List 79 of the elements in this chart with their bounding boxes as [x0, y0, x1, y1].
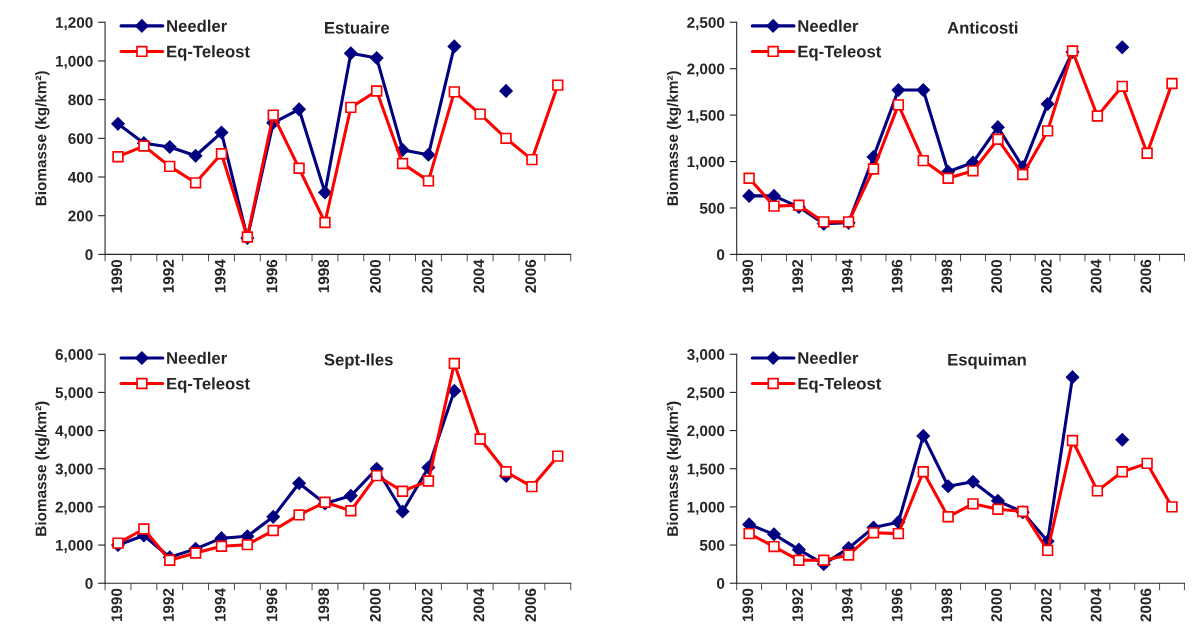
- chart-title: Estuaire: [325, 21, 390, 34]
- x-tick-label: 1996: [266, 588, 278, 622]
- y-tick-label: 1,000: [56, 55, 93, 69]
- y-tick-label: 400: [68, 171, 93, 183]
- x-tick-label: 2004: [473, 259, 485, 293]
- x-tick-label: 2004: [1090, 588, 1102, 622]
- x-tick-label: 1994: [214, 259, 226, 293]
- legend-label: Needler: [167, 351, 227, 364]
- legend-label: Needler: [798, 19, 859, 32]
- y-tick-label: 0: [717, 249, 725, 261]
- x-tick-label: 2002: [421, 259, 433, 293]
- x-tick-label: 1996: [266, 259, 278, 293]
- y-tick-label: 3,000: [55, 463, 93, 477]
- y-axis-title: Biomasse (kg/km²): [666, 401, 682, 536]
- x-tick-label: 1994: [214, 588, 226, 622]
- x-tick-label: 1992: [792, 259, 803, 293]
- x-tick-label: 2000: [369, 588, 381, 622]
- x-tick-label: 1994: [841, 259, 853, 293]
- x-tick-label: 1990: [111, 588, 123, 622]
- y-tick-label: 2,000: [687, 425, 725, 439]
- legend-label: Eq-Teleost: [798, 377, 882, 393]
- y-axis-title: Biomasse (kg/km²): [35, 71, 50, 206]
- x-tick-label: 2004: [1090, 259, 1102, 293]
- y-tick-label: 2,000: [55, 501, 93, 515]
- x-tick-label: 1996: [891, 259, 903, 293]
- x-tick-label: 1990: [742, 588, 754, 622]
- y-tick-label: 4,000: [55, 425, 93, 439]
- legend-label: Eq-Teleost: [167, 45, 250, 61]
- x-tick-label: 2000: [369, 259, 381, 293]
- y-tick-label: 500: [699, 539, 725, 551]
- y-tick-label: 0: [717, 578, 725, 589]
- x-tick-label: 2006: [525, 259, 537, 293]
- legend-label: Eq-Teleost: [167, 377, 250, 393]
- x-tick-label: 2004: [473, 588, 485, 622]
- legend-label: Eq-Teleost: [798, 45, 882, 61]
- y-tick-label: 0: [85, 578, 93, 589]
- x-tick-label: 2002: [421, 588, 433, 622]
- chart-title: Esquiman: [948, 353, 1026, 369]
- x-tick-label: 2000: [991, 259, 1002, 293]
- y-axis-title: Biomasse (kg/km²): [35, 401, 50, 536]
- x-tick-label: 2002: [1040, 259, 1052, 293]
- y-tick-label: 2,500: [687, 17, 725, 31]
- y-tick-label: 1,500: [687, 463, 725, 477]
- y-tick-label: 0: [85, 249, 93, 261]
- y-tick-label: 1,000: [687, 156, 725, 170]
- x-tick-label: 1992: [163, 259, 174, 293]
- y-tick-label: 3,000: [687, 349, 725, 363]
- y-tick-label: 800: [68, 94, 93, 106]
- x-tick-label: 1990: [111, 259, 123, 293]
- y-tick-label: 1,200: [56, 17, 93, 31]
- x-tick-label: 1998: [318, 259, 330, 293]
- y-tick-label: 600: [68, 133, 93, 145]
- x-tick-label: 1998: [941, 588, 953, 622]
- x-tick-label: 1994: [841, 588, 853, 622]
- x-tick-label: 1998: [318, 588, 330, 622]
- x-tick-label: 1992: [163, 588, 174, 622]
- x-tick-label: 2000: [991, 588, 1002, 622]
- y-tick-label: 200: [68, 210, 93, 222]
- y-tick-label: 2,500: [687, 387, 725, 401]
- y-tick-label: 1,000: [56, 539, 93, 553]
- chart-title: Sept-Iles: [324, 353, 393, 369]
- y-tick-label: 1,000: [687, 501, 725, 515]
- x-tick-label: 2006: [1140, 588, 1152, 622]
- legend-label: Needler: [798, 351, 859, 364]
- y-tick-label: 500: [699, 202, 725, 214]
- legend-label: Needler: [167, 19, 227, 32]
- x-tick-label: 1996: [891, 588, 903, 622]
- x-tick-label: 1998: [941, 259, 953, 293]
- x-tick-label: 2006: [525, 588, 537, 622]
- y-tick-label: 5,000: [55, 387, 93, 401]
- y-tick-label: 2,000: [687, 63, 725, 77]
- x-tick-label: 1992: [792, 588, 803, 622]
- x-tick-label: 2006: [1140, 259, 1152, 293]
- chart-title: Anticosti: [947, 21, 1018, 34]
- y-axis-title: Biomasse (kg/km²): [666, 71, 682, 206]
- x-tick-label: 2002: [1040, 588, 1052, 622]
- y-tick-label: 6,000: [55, 349, 93, 363]
- y-tick-label: 1,500: [687, 109, 725, 124]
- x-tick-label: 1990: [742, 259, 754, 293]
